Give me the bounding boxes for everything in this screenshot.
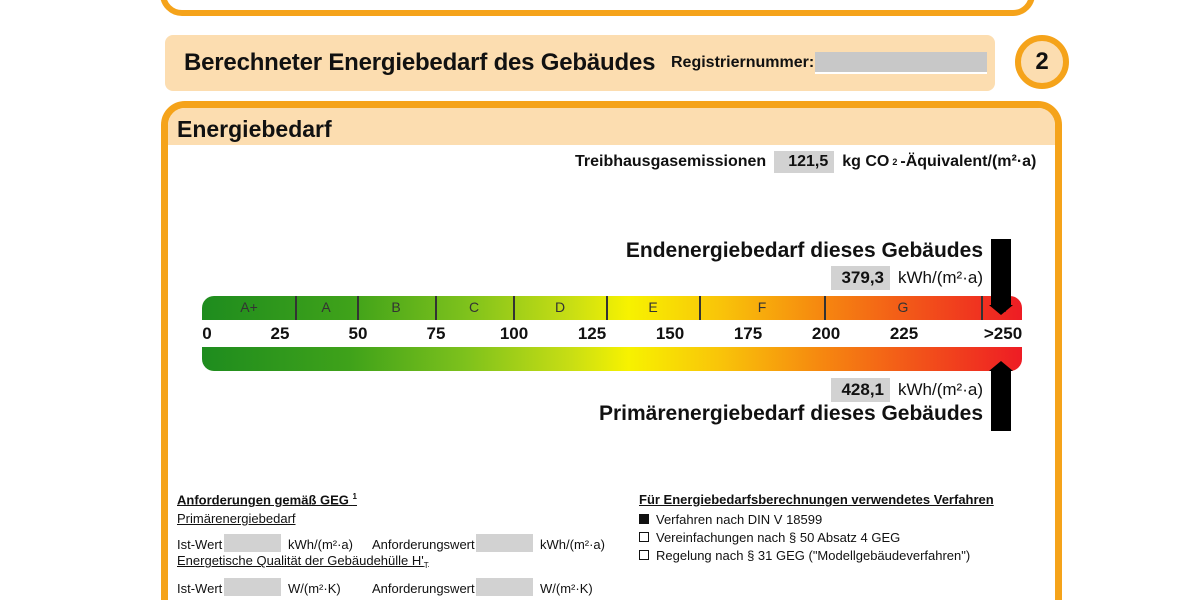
class-label-a-plus: A+: [240, 299, 258, 315]
procedure-option-model-building[interactable]: Regelung nach § 31 GEG ("Modellgebäudeve…: [639, 546, 994, 564]
procedure-option-simplified[interactable]: Vereinfachungen nach § 50 Absatz 4 GEG: [639, 528, 994, 546]
scale-tick: 150: [655, 324, 685, 343]
registration-number-field: [815, 52, 987, 74]
scale-tick: 200: [811, 324, 841, 343]
emissions-unit-prefix: kg CO: [842, 153, 890, 170]
final-energy-unit: kWh/(m²·a): [898, 268, 983, 287]
emissions-unit-sub: 2: [892, 157, 898, 167]
envelope-req-unit: W/(m²·K): [540, 581, 593, 597]
class-label-a: A: [321, 299, 331, 315]
registration-label: Registriernummer:: [671, 54, 815, 71]
procedure-section: Für Energiebedarfsberechnungen verwendet…: [639, 492, 994, 564]
checkbox-unchecked-icon[interactable]: [639, 550, 649, 560]
scale-tick: 175: [733, 324, 763, 343]
checkbox-checked-icon[interactable]: [639, 514, 649, 524]
class-label-d: D: [554, 299, 566, 315]
ist-wert-label: Ist-Wert: [177, 537, 223, 553]
final-energy-value-row: 379,3 kWh/(m²·a): [831, 266, 983, 290]
class-divider: [824, 296, 826, 320]
envelope-ist-value-field: [224, 578, 281, 597]
primary-energy-value-row: 428,1 kWh/(m²·a): [831, 378, 983, 402]
panel-title: Energiebedarf: [177, 116, 332, 142]
scale-tick: 0: [202, 324, 212, 343]
primary-energy-unit: kWh/(m²·a): [898, 380, 983, 399]
previous-section-frame: [160, 0, 1035, 16]
class-divider: [357, 296, 359, 320]
final-energy-marker-arrow-icon: [989, 239, 1013, 315]
scale-tick: 75: [426, 324, 446, 343]
primary-requirement-row: Ist-Wert kWh/(m²·a) Anforderungswert kWh…: [177, 530, 617, 553]
scale-tick: 25: [270, 324, 290, 343]
anforderungswert-label: Anforderungswert: [372, 581, 475, 597]
procedure-option-din[interactable]: Verfahren nach DIN V 18599: [639, 510, 994, 528]
class-divider: [699, 296, 701, 320]
primary-req-unit: kWh/(m²·a): [540, 537, 605, 553]
envelope-requirement-row: Ist-Wert W/(m²·K) Anforderungswert W/(m²…: [177, 574, 617, 597]
energy-demand-panel: Energiebedarf Treibhausgasemissionen 121…: [161, 101, 1062, 600]
class-label-b: B: [391, 299, 401, 315]
procedure-option-label: Regelung nach § 31 GEG ("Modellgebäudeve…: [656, 547, 971, 563]
envelope-req-value-field: [476, 578, 533, 597]
primary-requirement-heading: Primärenergiebedarf: [177, 511, 296, 527]
primary-energy-label: Primärenergiebedarf dieses Gebäudes: [599, 402, 983, 425]
procedure-option-label: Verfahren nach DIN V 18599: [656, 511, 823, 527]
panel-header: Energiebedarf: [168, 108, 1055, 145]
emissions-row: Treibhausgasemissionen 121,5 kg CO 2 -Äq…: [575, 151, 1036, 173]
class-divider: [295, 296, 297, 320]
class-label-e: E: [648, 299, 658, 315]
anforderungswert-label: Anforderungswert: [372, 537, 475, 553]
procedure-option-label: Vereinfachungen nach § 50 Absatz 4 GEG: [656, 529, 901, 545]
class-divider: [606, 296, 608, 320]
scale-tick: 50: [348, 324, 368, 343]
emissions-unit-suffix: -Äquivalent/(m²·a): [900, 153, 1037, 170]
scale-tick: 125: [577, 324, 607, 343]
emissions-label: Treibhausgasemissionen: [575, 153, 767, 170]
section-header: Berechneter Energiebedarf des Gebäudes R…: [165, 35, 995, 91]
primary-ist-value-field: [224, 534, 281, 553]
primary-energy-marker-arrow-icon: [989, 361, 1013, 431]
primary-req-value-field: [476, 534, 533, 553]
page-number-badge: 2: [1015, 35, 1069, 89]
class-divider: [435, 296, 437, 320]
final-energy-value: 379,3: [831, 266, 891, 290]
class-label-g: G: [897, 299, 909, 315]
primary-energy-value: 428,1: [831, 378, 891, 402]
class-label-c: C: [468, 299, 480, 315]
class-label-f: F: [757, 299, 767, 315]
primary-energy-gradient-bar: [202, 347, 1022, 371]
class-divider: [981, 296, 983, 320]
requirements-heading-text: Anforderungen gemäß GEG: [177, 492, 349, 508]
checkbox-unchecked-icon[interactable]: [639, 532, 649, 542]
procedure-heading: Für Energiebedarfsberechnungen verwendet…: [639, 492, 994, 507]
primary-ist-unit: kWh/(m²·a): [288, 537, 353, 553]
footnote-marker: 1: [352, 492, 357, 501]
envelope-heading-sub: T: [423, 561, 429, 571]
requirements-section: Anforderungen gemäß GEG 1 Primärenergieb…: [177, 492, 617, 597]
scale-tick: >250: [983, 324, 1023, 343]
section-title: Berechneter Energiebedarf des Gebäudes: [184, 49, 656, 76]
ist-wert-label: Ist-Wert: [177, 581, 223, 597]
efficiency-class-scale: A+ A B C D E F G H: [202, 296, 1022, 320]
emissions-value: 121,5: [774, 151, 835, 173]
envelope-ist-unit: W/(m²·K): [288, 581, 341, 597]
envelope-requirement-heading: Energetische Qualität der Gebäudehülle H…: [177, 553, 617, 570]
final-energy-label: Endenergiebedarf dieses Gebäudes: [625, 239, 983, 262]
class-divider: [513, 296, 515, 320]
scale-tick: 225: [889, 324, 919, 343]
scale-tick: 100: [499, 324, 529, 343]
requirements-heading: Anforderungen gemäß GEG 1: [177, 492, 617, 507]
envelope-heading-text: Energetische Qualität der Gebäudehülle H…: [177, 553, 424, 569]
